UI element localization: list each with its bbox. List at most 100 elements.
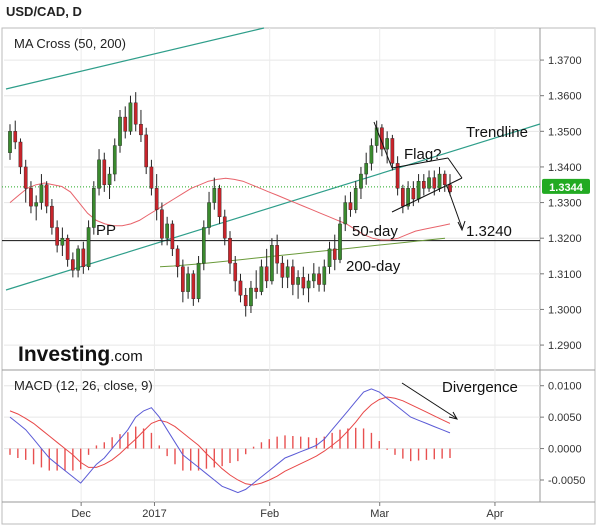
candle-body xyxy=(322,266,327,285)
candle xyxy=(50,199,54,235)
candle xyxy=(401,184,405,214)
candle-body xyxy=(175,248,180,267)
symbol-title: USD/CAD, D xyxy=(6,4,82,19)
candle-body xyxy=(144,134,149,168)
candle-body xyxy=(181,266,185,292)
current-price-badge: 1.3344 xyxy=(542,178,590,194)
divergence-label: Divergence xyxy=(442,379,518,396)
candle-body xyxy=(18,141,23,168)
candle xyxy=(264,248,269,289)
candle xyxy=(359,166,363,199)
candle xyxy=(442,170,447,192)
candle xyxy=(44,181,49,214)
candle xyxy=(280,256,285,289)
target-label: 1.3240 xyxy=(466,223,512,240)
price-tick-label: 1.2900 xyxy=(548,340,582,352)
candle-body xyxy=(222,216,227,239)
price-tick-label: 1.3000 xyxy=(548,304,582,316)
macd-tick-label: 0.0100 xyxy=(548,381,582,393)
candle xyxy=(112,138,117,182)
price-tick-label: 1.3700 xyxy=(548,55,582,67)
candle xyxy=(86,220,91,271)
candle xyxy=(332,234,337,271)
candle xyxy=(186,266,190,299)
macd-axis: 0.0100 0.0050 0.0000 -0.0050 xyxy=(540,381,585,487)
price-tick-label: 1.3400 xyxy=(548,162,582,174)
price-panel-title: MA Cross (50, 200) xyxy=(14,36,126,51)
candle xyxy=(338,216,342,264)
investing-logo: Investing.com xyxy=(18,343,143,366)
candle xyxy=(55,220,59,253)
candle-body xyxy=(217,188,222,218)
candle-body xyxy=(123,116,128,132)
candle xyxy=(181,259,185,303)
candle-body xyxy=(411,188,416,200)
macd-signal-line xyxy=(9,396,451,486)
candle-body xyxy=(442,173,447,185)
candle xyxy=(327,241,332,274)
candle-body xyxy=(243,294,248,307)
lower-trendline xyxy=(5,123,541,291)
candle-body xyxy=(139,123,143,136)
candle xyxy=(395,156,400,196)
candle xyxy=(133,92,138,132)
candle-body xyxy=(238,280,243,296)
candle xyxy=(364,152,369,185)
candle-body xyxy=(133,102,138,125)
candle xyxy=(170,220,175,256)
macd-plot xyxy=(9,388,451,494)
candle-body xyxy=(280,262,285,278)
candle-body xyxy=(406,188,410,207)
candle xyxy=(228,231,232,274)
candle-body xyxy=(39,184,44,203)
candle xyxy=(91,181,96,235)
x-tick-label: 2017 xyxy=(142,508,166,520)
target-arrow-line xyxy=(446,185,463,229)
candle-body xyxy=(102,159,107,185)
upper-trendline xyxy=(5,27,265,90)
flag-upper-line xyxy=(391,157,449,169)
candle xyxy=(107,166,112,199)
candles xyxy=(8,92,452,317)
candle-body xyxy=(186,273,190,292)
candle xyxy=(249,280,253,313)
price-tick-label: 1.3200 xyxy=(548,233,582,245)
candle xyxy=(259,259,264,296)
macd-line xyxy=(9,388,451,494)
candle xyxy=(175,245,180,278)
logo-main: Investing xyxy=(18,343,110,366)
x-tick-label: Feb xyxy=(260,508,279,520)
logo-suffix: .com xyxy=(110,348,143,365)
candle-body xyxy=(359,173,363,189)
candle-body xyxy=(118,116,122,146)
candle-body xyxy=(196,262,201,299)
candle-body xyxy=(165,223,169,239)
candle-body xyxy=(154,188,159,210)
candle xyxy=(97,149,101,196)
candle-body xyxy=(71,259,75,271)
candle xyxy=(207,191,211,235)
candle xyxy=(421,174,426,196)
candle-body xyxy=(416,180,421,200)
candle-body xyxy=(343,202,348,225)
candle-body xyxy=(50,205,54,228)
macd-tick-label: 0.0000 xyxy=(548,444,582,456)
candle xyxy=(301,266,306,296)
divergence-arrow-head xyxy=(448,411,459,420)
flag-label: Flag? xyxy=(404,146,442,163)
candle xyxy=(102,152,107,192)
candle-body xyxy=(296,277,300,285)
candle-body xyxy=(259,266,264,292)
candle-body xyxy=(275,245,279,264)
flag-lower-line xyxy=(391,177,463,213)
candle-body xyxy=(348,202,353,210)
candle xyxy=(201,220,206,271)
current-price-badge-bg xyxy=(542,178,590,194)
candle-body xyxy=(301,277,306,289)
candle xyxy=(154,174,159,221)
price-tick-label: 1.3300 xyxy=(548,198,582,210)
candle-body xyxy=(112,145,117,175)
candle-body xyxy=(395,163,400,189)
candle-body xyxy=(91,188,96,228)
